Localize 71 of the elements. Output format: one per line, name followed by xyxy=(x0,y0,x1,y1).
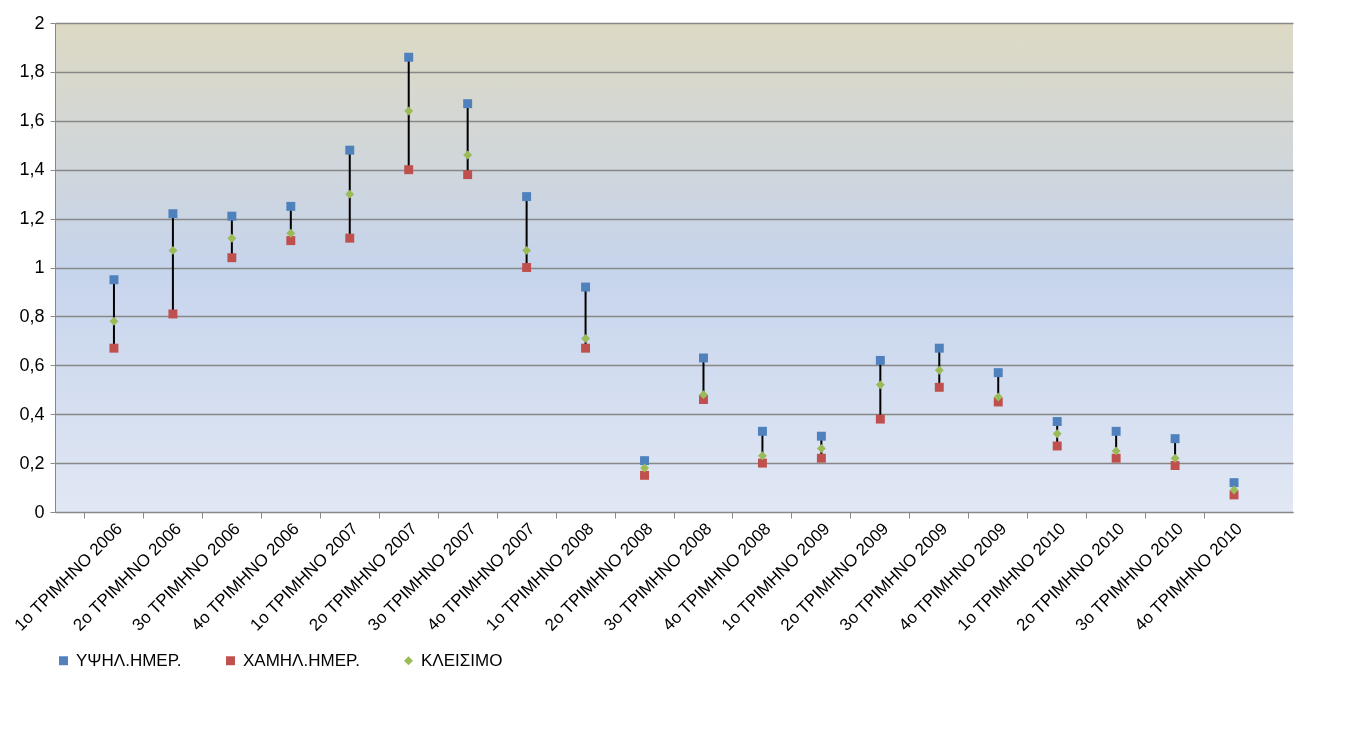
point xyxy=(286,236,296,246)
point xyxy=(1052,429,1062,439)
point xyxy=(1170,453,1180,463)
point xyxy=(1111,453,1121,463)
legend-label: ΥΨΗΛ.ΗΜΕΡ. xyxy=(76,650,182,670)
y-tick-label: 1,2 xyxy=(19,208,45,229)
point xyxy=(168,245,178,255)
point xyxy=(640,463,649,473)
point xyxy=(581,343,591,353)
point xyxy=(286,228,296,238)
point xyxy=(404,106,414,116)
point xyxy=(875,414,885,424)
point xyxy=(640,470,649,480)
y-tick-label: 0,8 xyxy=(19,305,45,326)
point xyxy=(699,390,708,400)
point xyxy=(168,309,178,319)
point xyxy=(1052,441,1062,451)
point xyxy=(345,145,355,155)
point xyxy=(286,201,296,211)
y-tick-label: 1 xyxy=(34,257,45,277)
point xyxy=(816,431,826,441)
point xyxy=(109,275,119,285)
point xyxy=(404,165,414,175)
point xyxy=(1111,426,1121,436)
point xyxy=(345,189,355,199)
point xyxy=(109,316,119,326)
point xyxy=(522,263,532,272)
point xyxy=(1170,434,1180,444)
y-tick-label: 0,4 xyxy=(19,403,45,424)
point xyxy=(875,355,885,365)
point xyxy=(168,209,178,219)
point xyxy=(699,353,708,363)
y-tick-label: 1,4 xyxy=(19,159,45,180)
y-tick-label: 0,6 xyxy=(19,354,45,375)
legend-label: ΧΑΜΗΛ.ΗΜΕΡ. xyxy=(243,650,360,670)
point xyxy=(993,392,1003,402)
point xyxy=(875,380,885,390)
y-tick-label: 0 xyxy=(34,501,45,522)
point xyxy=(227,233,237,243)
point xyxy=(1170,461,1180,471)
y-tick-label: 0,2 xyxy=(19,452,45,473)
y-tick-label: 1,8 xyxy=(19,61,45,82)
point xyxy=(522,245,532,255)
point xyxy=(757,458,767,468)
point xyxy=(227,211,237,221)
y-tick-label: 1,6 xyxy=(19,110,45,131)
point xyxy=(816,453,826,463)
point xyxy=(1229,478,1239,488)
point xyxy=(640,456,649,466)
point xyxy=(109,343,119,353)
legend-label: ΚΛΕΙΣΙΜΟ xyxy=(421,650,503,670)
point xyxy=(463,99,473,109)
point xyxy=(934,343,944,353)
point xyxy=(581,282,591,292)
point xyxy=(463,170,473,180)
point xyxy=(816,443,826,453)
point xyxy=(934,365,944,375)
y-tick-label: 2 xyxy=(34,12,45,33)
point xyxy=(1111,446,1121,456)
point xyxy=(1052,417,1062,427)
point xyxy=(757,451,767,461)
point xyxy=(404,52,414,62)
point xyxy=(1229,485,1239,495)
point xyxy=(934,382,944,392)
point xyxy=(757,426,767,436)
point xyxy=(581,333,591,343)
point xyxy=(345,233,355,243)
point xyxy=(463,150,473,160)
point xyxy=(227,253,237,263)
point xyxy=(522,192,532,202)
point xyxy=(993,368,1003,378)
